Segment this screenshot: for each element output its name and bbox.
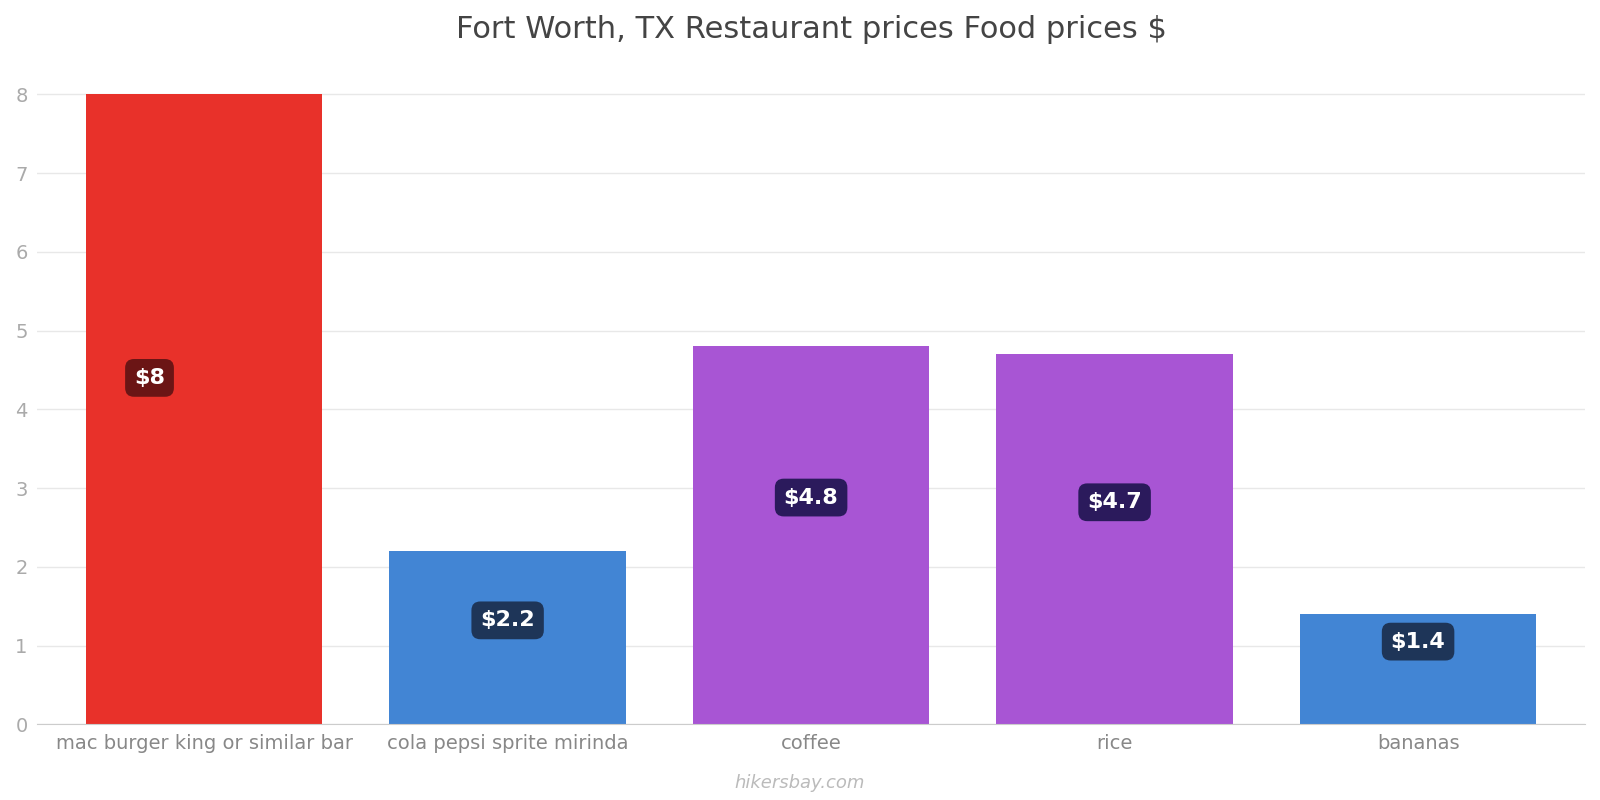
Text: hikersbay.com: hikersbay.com bbox=[734, 774, 866, 792]
Bar bbox=[997, 354, 1234, 724]
Bar bbox=[693, 346, 930, 724]
Text: $4.7: $4.7 bbox=[1088, 492, 1142, 512]
Text: $4.8: $4.8 bbox=[784, 487, 838, 507]
Bar bbox=[389, 551, 626, 724]
Title: Fort Worth, TX Restaurant prices Food prices $: Fort Worth, TX Restaurant prices Food pr… bbox=[456, 15, 1166, 44]
Bar bbox=[86, 94, 323, 724]
Text: $2.2: $2.2 bbox=[480, 610, 534, 630]
Bar bbox=[1299, 614, 1536, 724]
Text: $8: $8 bbox=[134, 368, 165, 388]
Text: $1.4: $1.4 bbox=[1390, 632, 1445, 652]
